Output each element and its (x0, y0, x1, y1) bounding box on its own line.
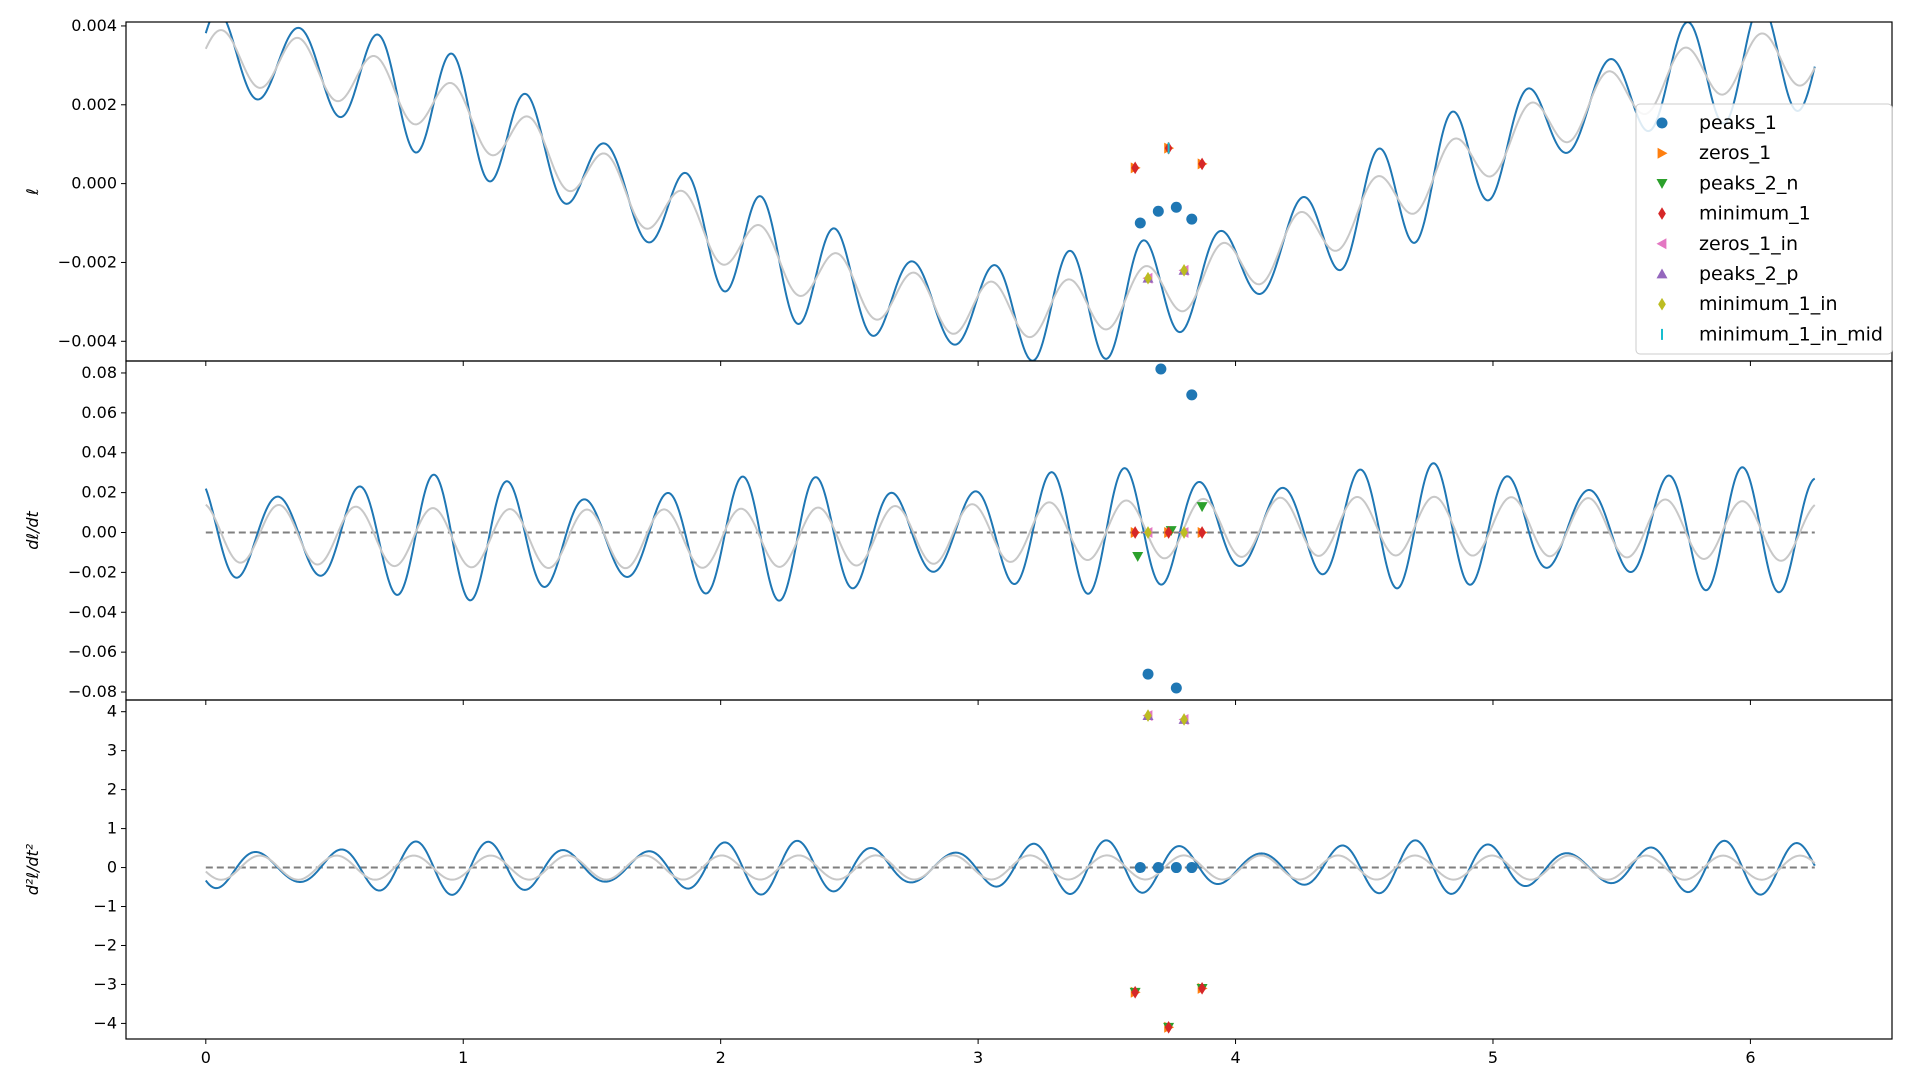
marker-minimum-1-in (1180, 713, 1188, 726)
y-tick-label: −0.08 (68, 682, 117, 701)
y-tick-label: −0.06 (68, 642, 117, 661)
x-tick-label: 0 (201, 1048, 211, 1067)
y-tick-label: 1 (107, 819, 117, 838)
x-tick-label: 4 (1230, 1048, 1240, 1067)
x-tick-label: 1 (458, 1048, 468, 1067)
marker-minimum-1 (1131, 161, 1139, 175)
y-tick-label: −1 (93, 897, 117, 916)
panel-bottom: −4 −3 −2 −1 0 1 2 3 4 0 1 2 3 4 5 6 d²ℓ/dt² (23, 699, 1893, 1067)
x-tick-label: 6 (1745, 1048, 1755, 1067)
marker-minimum-1 (1164, 526, 1173, 539)
marker-minimum-1-in (1180, 264, 1188, 277)
y-axis-label: dℓ/dt (23, 510, 42, 549)
panel-middle: −0.08 −0.06 −0.04 −0.02 0.00 0.02 0.04 0.06 0.08… (23, 360, 1893, 705)
marker-minimum-1 (1198, 982, 1206, 995)
y-axis-label: ℓ (23, 188, 42, 196)
legend-label-peaks-2-n: peaks_2_n (1699, 172, 1798, 194)
y-tick-label: 4 (107, 702, 117, 721)
legend-marker-minimum-1 (1658, 207, 1666, 220)
legend-marker-zeros-1 (1657, 147, 1668, 159)
y-tick-label: 0.06 (81, 403, 117, 422)
marker-peaks-2-n (1196, 502, 1208, 513)
marker-peaks-1 (1186, 862, 1198, 874)
y-axis-label: d²ℓ/dt² (23, 843, 42, 895)
legend-label-zeros-1: zeros_1 (1699, 142, 1771, 164)
panel-top: −0.004 −0.002 0.000 0.002 0.004 ℓ (23, 16, 1893, 366)
y-tick-label: −0.02 (68, 562, 117, 581)
marker-peaks-1 (1152, 862, 1164, 874)
y-tick-label: −2 (93, 935, 117, 954)
marker-minimum-1 (1164, 1020, 1173, 1034)
y-tick-label: 0.08 (81, 363, 117, 382)
marker-peaks-1 (1142, 668, 1154, 680)
marker-peaks-1 (1186, 389, 1198, 401)
marker-minimum-1-in (1144, 271, 1152, 285)
y-tick-label: −4 (93, 1013, 117, 1032)
marker-minimum-1-in (1144, 526, 1152, 539)
legend-marker-peaks-1 (1656, 117, 1668, 129)
y-tick-label: 0.02 (81, 483, 117, 502)
y-tick-label: −0.004 (58, 331, 117, 350)
marker-peaks-1 (1186, 213, 1198, 225)
legend-marker-minimum-1-in (1658, 297, 1666, 311)
marker-peaks-1 (1170, 201, 1182, 213)
y-tick-label: −3 (93, 974, 117, 993)
axes-frame (125, 360, 1893, 701)
signal-series-line (204, 22, 1816, 361)
y-tick-label: 0 (107, 858, 117, 877)
y-tick-label: 0.04 (81, 443, 117, 462)
legend-box (1635, 103, 1893, 355)
marker-peaks-1 (1134, 217, 1146, 229)
y-tick-label: 0.002 (71, 95, 117, 114)
legend: peaks_1 zeros_1 peaks_2_n minimum_1 zeros_1_… (1635, 103, 1893, 355)
legend-marker-peaks-2-n (1656, 179, 1668, 189)
marker-minimum-1-in (1180, 526, 1188, 539)
legend-label-minimum-1-in: minimum_1_in (1699, 293, 1838, 315)
x-tick-label: 3 (973, 1048, 983, 1067)
y-tick-label: 0.00 (81, 522, 117, 541)
marker-minimum-1 (1131, 526, 1139, 539)
y-tick-label: 2 (107, 780, 117, 799)
smooth-series-line (205, 854, 1816, 881)
marker-peaks-1 (1170, 862, 1182, 874)
legend-label-minimum-1-in-mid: minimum_1_in_mid (1699, 323, 1883, 345)
y-tick-label: −0.04 (68, 602, 117, 621)
marker-peaks-1 (1152, 205, 1164, 217)
legend-marker-peaks-2-p (1656, 268, 1668, 279)
axes-frame (125, 21, 1893, 362)
x-tick-label: 2 (716, 1048, 726, 1067)
marker-minimum-1 (1198, 526, 1206, 539)
axes-frame (125, 699, 1893, 1040)
marker-peaks-1 (1155, 363, 1167, 375)
y-tick-label: 3 (107, 741, 117, 760)
y-tick-label: 0.004 (71, 16, 117, 35)
legend-label-peaks-1: peaks_1 (1699, 112, 1777, 134)
legend-label-peaks-2-p: peaks_2_p (1699, 263, 1798, 285)
marker-minimum-1 (1131, 985, 1139, 999)
y-tick-label: −0.002 (58, 252, 117, 271)
signal-series-line (204, 462, 1816, 602)
marker-minimum-1-in (1144, 709, 1152, 722)
marker-minimum-1 (1198, 157, 1206, 171)
legend-marker-zeros-1-in (1656, 238, 1667, 250)
legend-label-minimum-1: minimum_1 (1699, 203, 1811, 225)
smooth-series-line (205, 495, 1816, 570)
marker-peaks-1 (1134, 862, 1146, 874)
signal-series-line (204, 839, 1816, 896)
y-tick-label: 0.000 (71, 174, 117, 193)
smooth-series-line (204, 29, 1816, 339)
legend-label-zeros-1-in: zeros_1_in (1699, 233, 1798, 255)
marker-peaks-2-n (1132, 552, 1144, 562)
x-tick-label: 5 (1488, 1048, 1498, 1067)
marker-peaks-1 (1170, 682, 1182, 694)
